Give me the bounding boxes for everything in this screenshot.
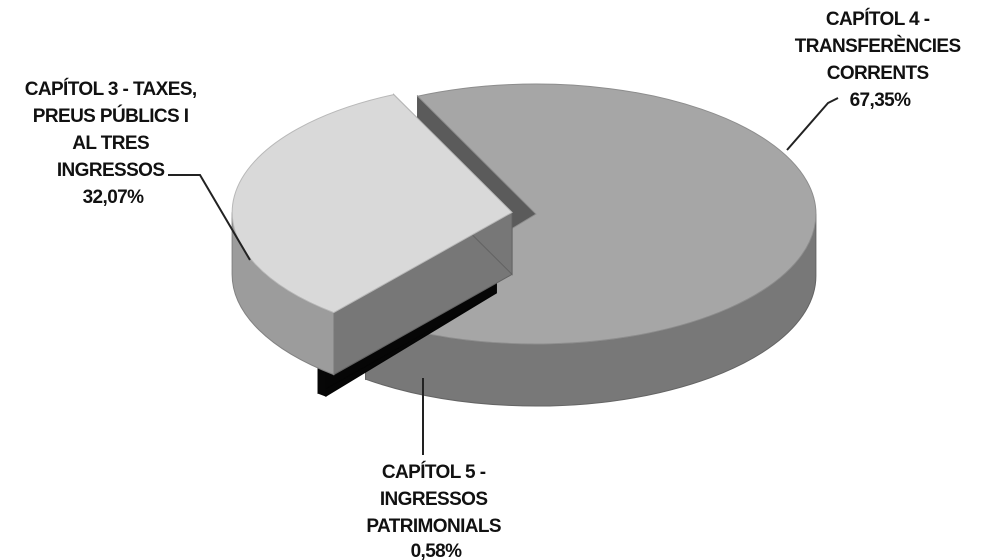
label-capitol-3: CAPÍTOL 3 - TAXES, PREUS PÚBLICS I AL TR… bbox=[25, 78, 202, 208]
pie-slices bbox=[231, 83, 817, 407]
pie-slice-2-top bbox=[231, 94, 513, 314]
leader-lines bbox=[168, 97, 839, 455]
value-label-capitol-3: 32,07% bbox=[83, 187, 145, 208]
leader-line-capitol-4 bbox=[786, 97, 839, 151]
label-capitol-4: CAPÍTOL 4 - TRANSFERÈNCIES CORRENTS 67,3… bbox=[795, 8, 965, 111]
value-label-capitol-5: 0,58% bbox=[411, 541, 463, 560]
label-capitol-5: CAPÍTOL 5 - INGRESSOS PATRIMONIALS 0,58% bbox=[366, 461, 505, 560]
value-label-capitol-4: 67,35% bbox=[850, 90, 912, 111]
pie-slice-2 bbox=[231, 93, 513, 376]
leader-line-capitol-3 bbox=[168, 174, 251, 261]
